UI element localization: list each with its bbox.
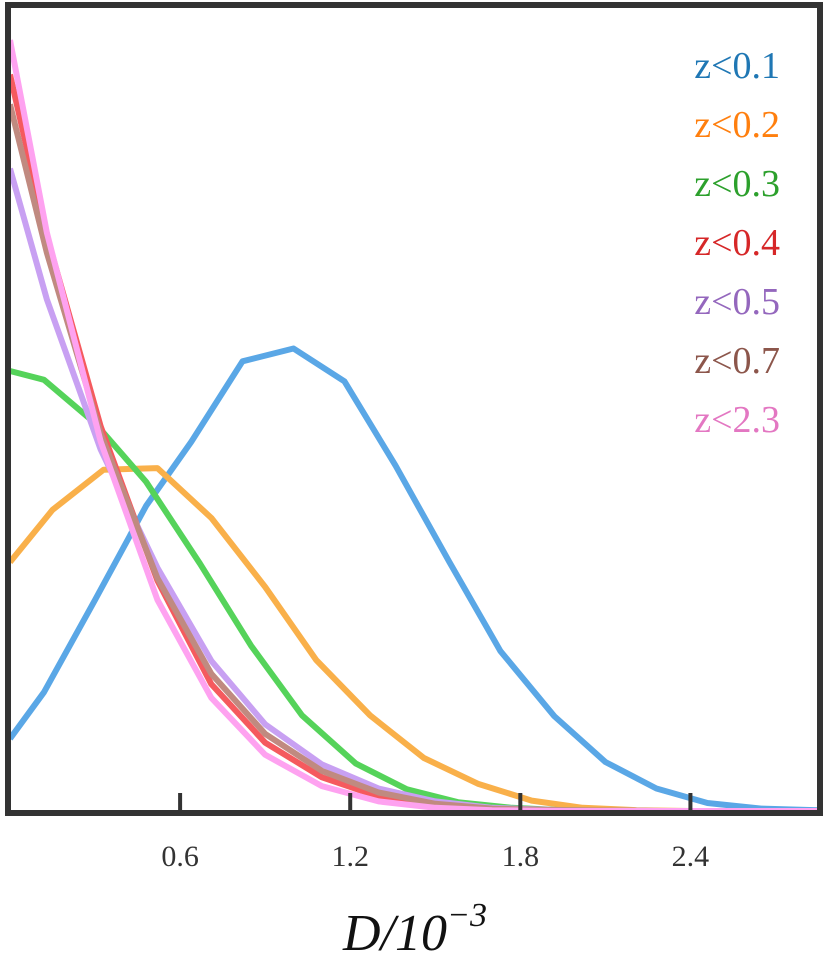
legend-label-5: z<0.7 — [694, 340, 780, 382]
legend-label-0: z<0.1 — [694, 45, 780, 87]
legend-label-2: z<0.3 — [694, 163, 780, 205]
plot-frame — [5, 2, 823, 816]
series-line-5 — [7, 103, 818, 814]
series-lines — [7, 39, 819, 814]
x-tick-label: 1.2 — [331, 840, 369, 873]
x-axis-title: D/10−3 — [342, 897, 487, 962]
legend-label-1: z<0.2 — [694, 104, 780, 146]
legend-label-6: z<2.3 — [694, 399, 780, 441]
x-tick-label: 0.6 — [161, 840, 199, 873]
series-line-4 — [7, 167, 818, 814]
legend-label-3: z<0.4 — [694, 222, 780, 264]
series-line-0 — [7, 345, 819, 814]
x-axis-title-exponent: −3 — [447, 897, 487, 934]
legend-label-4: z<0.5 — [694, 281, 780, 323]
x-tick-label: 1.8 — [502, 840, 540, 873]
x-axis: 0.6 1.2 1.8 2.4 — [161, 793, 709, 873]
legend: z<0.1 z<0.2 z<0.3 z<0.4 z<0.5 z<0.7 z<2.3 — [694, 45, 780, 441]
x-tick-label: 2.4 — [672, 840, 710, 873]
